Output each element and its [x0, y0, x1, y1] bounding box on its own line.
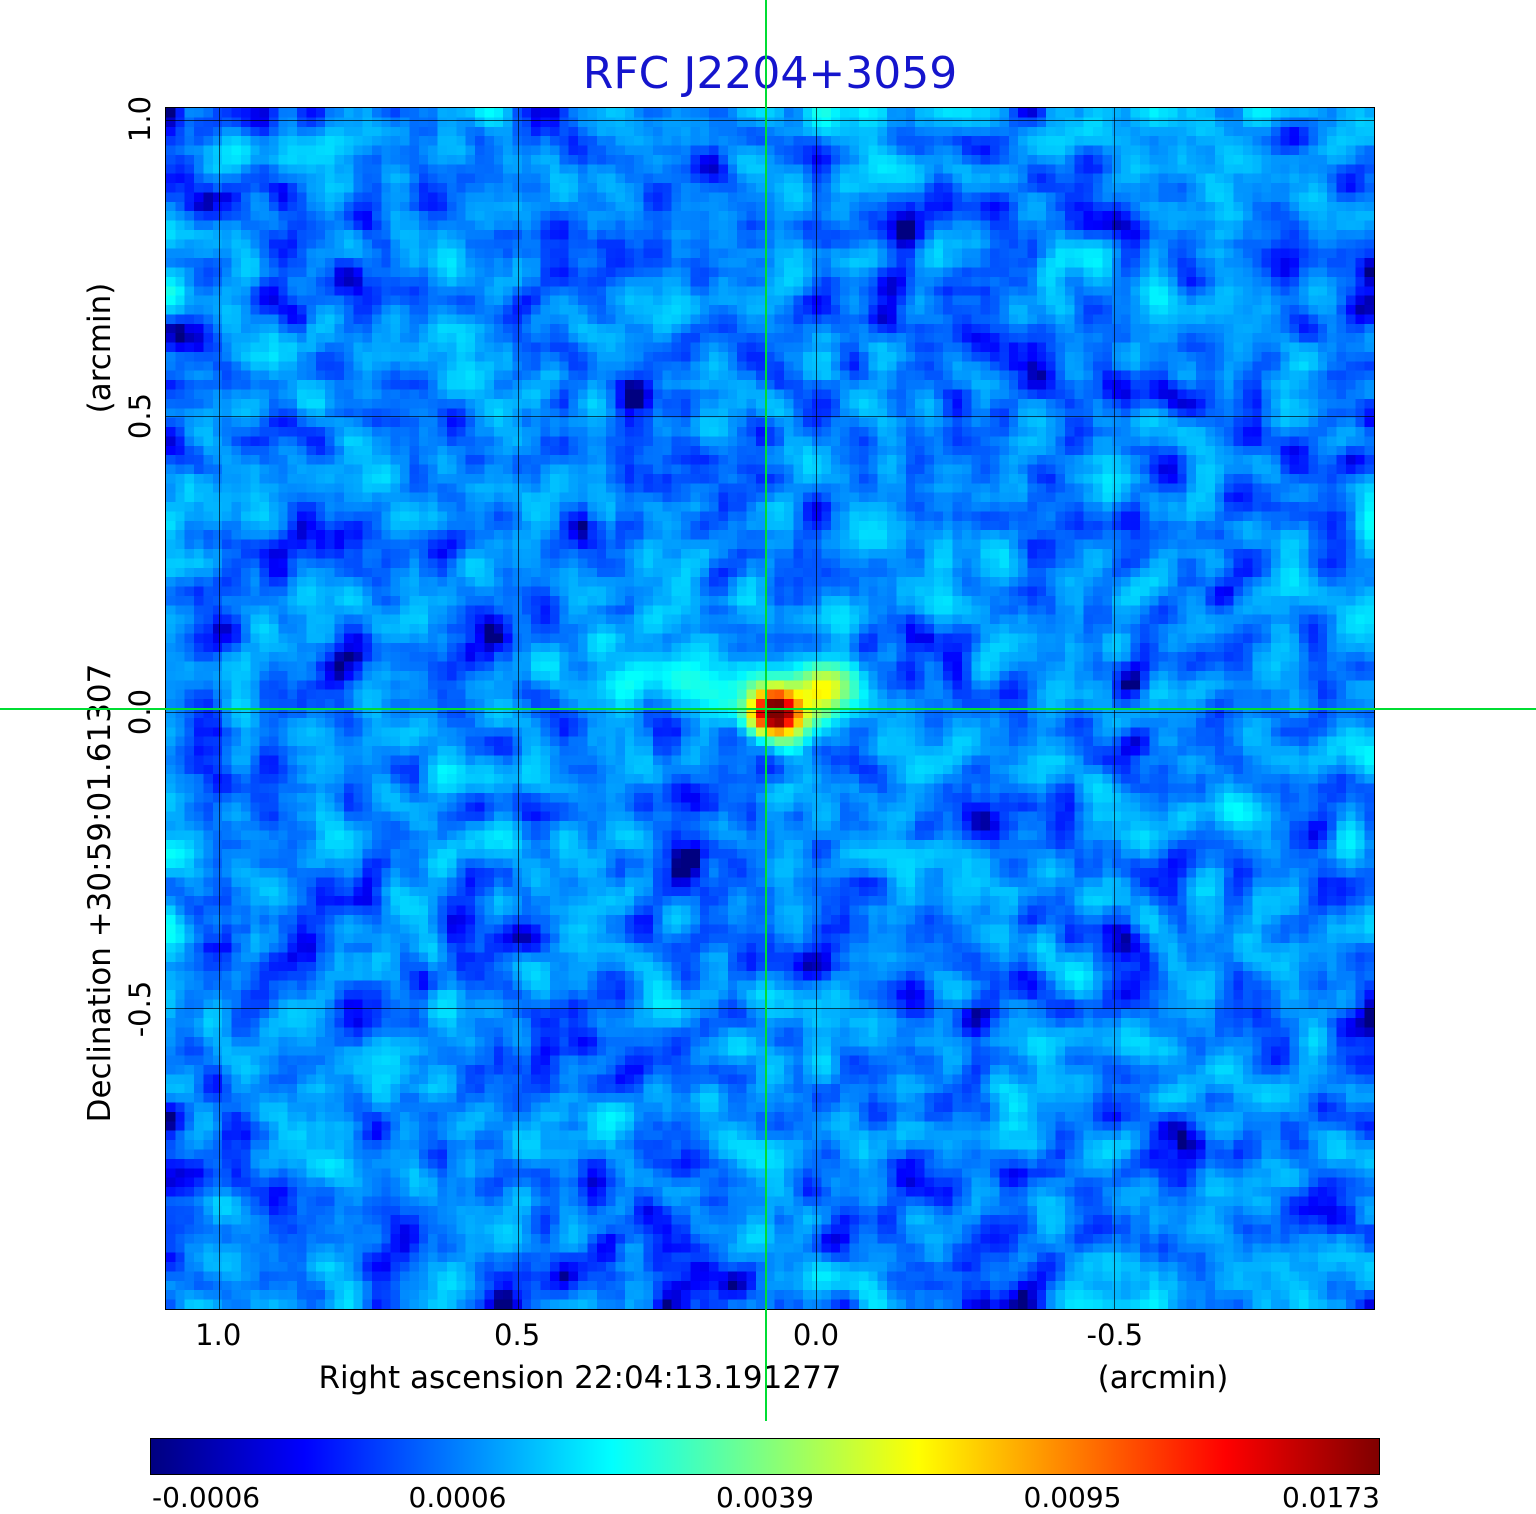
x-tick-label: 0.0 [792, 1318, 840, 1352]
colorbar-tick-label: 0.0173 [1282, 1481, 1380, 1514]
y-axis-label: Declination +30:59:01.61307 [82, 663, 118, 1123]
y-tick-label: 1.0 [123, 95, 157, 143]
colorbar-tick-label: 0.0039 [716, 1481, 814, 1514]
x-axis-ticks: 1.0 0.5 0.0 -0.5 [165, 1318, 1375, 1354]
y-tick-label: -0.5 [123, 980, 157, 1037]
figure-title: RFC J2204+3059 [582, 48, 958, 99]
x-axis-unit: (arcmin) [1097, 1360, 1229, 1396]
grid-line-horizontal [166, 416, 1374, 418]
y-tick-label: 0.0 [123, 689, 157, 736]
x-axis-label: Right ascension 22:04:13.191277 [318, 1360, 842, 1396]
grid-line-horizontal [166, 1008, 1374, 1010]
colorbar-tick-label: 0.0095 [1023, 1481, 1122, 1514]
colorbar-gradient [150, 1438, 1380, 1475]
colorbar-tick-label: 0.0006 [408, 1481, 507, 1514]
y-tick-label: 0.5 [123, 392, 157, 439]
grid-line-horizontal [166, 120, 1374, 121]
x-tick-label: -0.5 [1086, 1318, 1144, 1352]
x-tick-label: 0.5 [494, 1318, 541, 1352]
y-axis-unit: (arcmin) [82, 282, 118, 414]
colorbar-tick-labels: -0.0006 0.0006 0.0039 0.0095 0.0173 [150, 1481, 1380, 1514]
x-tick-label: 1.0 [195, 1318, 242, 1352]
crosshair-vertical-line [765, 0, 767, 1421]
grid-line-horizontal [166, 712, 1374, 714]
colorbar-tick-label: -0.0006 [152, 1481, 261, 1514]
crosshair-horizontal-line [0, 708, 1536, 710]
